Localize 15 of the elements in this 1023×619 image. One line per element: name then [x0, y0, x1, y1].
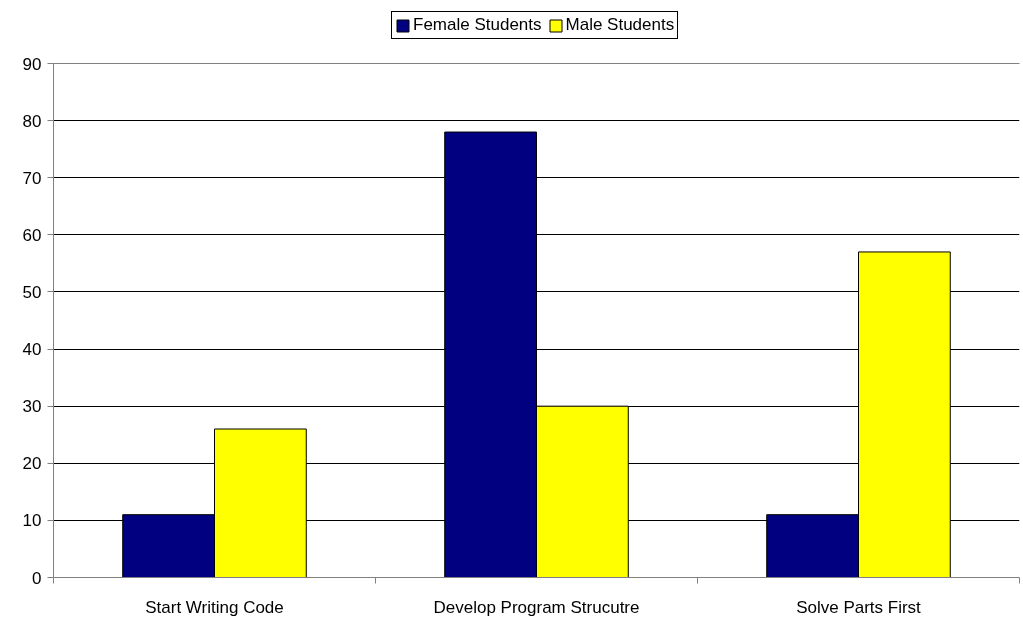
legend-label: Female Students: [413, 15, 542, 35]
x-tick-label: Develop Program Strucutre: [433, 597, 640, 617]
x-tick-label: Solve Parts First: [796, 597, 922, 617]
y-tick-label: 10: [22, 511, 42, 531]
y-tick-label: 0: [32, 568, 42, 588]
y-tick-label: 20: [22, 454, 42, 474]
y-tick-label: 80: [22, 111, 42, 131]
y-tick-label: 90: [22, 54, 42, 74]
y-tick-label: 30: [22, 397, 42, 417]
y-tick-label: 60: [22, 225, 42, 245]
x-tick-label: Start Writing Code: [145, 597, 284, 617]
y-tick-label: 70: [22, 168, 42, 188]
legend-label: Male Students: [565, 15, 675, 35]
y-tick-label: 50: [22, 282, 42, 302]
y-tick-label: 40: [22, 340, 42, 360]
